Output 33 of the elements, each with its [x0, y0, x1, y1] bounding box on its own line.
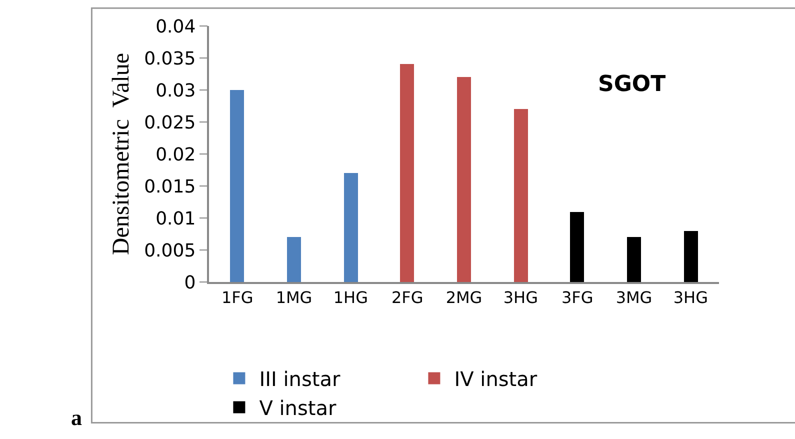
x-tick-label: 1MG — [276, 288, 312, 308]
y-tick-label: 0.03 — [156, 80, 196, 102]
x-tick-label: 3MG — [616, 288, 652, 308]
bar — [230, 90, 244, 282]
bar — [627, 237, 641, 282]
legend-label: IV instar — [454, 367, 538, 392]
x-tick-label: 2MG — [446, 288, 482, 308]
y-tick-label: 0.005 — [144, 240, 196, 262]
bar — [344, 173, 358, 282]
x-tick-label: 3HG — [503, 288, 538, 308]
y-tick-label: 0.035 — [144, 48, 196, 70]
x-tick-label: 2FG — [391, 288, 424, 308]
bar — [400, 64, 414, 282]
bar — [684, 231, 698, 282]
y-tick-label: 0.02 — [156, 144, 196, 166]
legend-label: III instar — [259, 367, 342, 392]
y-tick-label: 0.01 — [156, 208, 196, 230]
bar — [514, 109, 528, 282]
legend-label: V instar — [259, 396, 337, 420]
y-tick-label: 0.04 — [156, 16, 196, 38]
bar — [570, 212, 584, 282]
y-tick-label: 0 — [184, 272, 196, 294]
text: a — [71, 405, 82, 430]
x-tick-label: 3HG — [673, 288, 708, 308]
bar — [287, 237, 301, 282]
x-tick-label: 3FG — [561, 288, 594, 308]
y-axis-title: Densitometric Value — [108, 52, 135, 256]
annotation: SGOT — [598, 72, 666, 97]
x-tick-label: 1HG — [333, 288, 368, 308]
y-tick-label: 0.015 — [144, 176, 196, 198]
x-tick-label: 1FG — [221, 288, 254, 308]
y-tick-label: 0.025 — [144, 112, 196, 134]
bar — [457, 77, 471, 282]
